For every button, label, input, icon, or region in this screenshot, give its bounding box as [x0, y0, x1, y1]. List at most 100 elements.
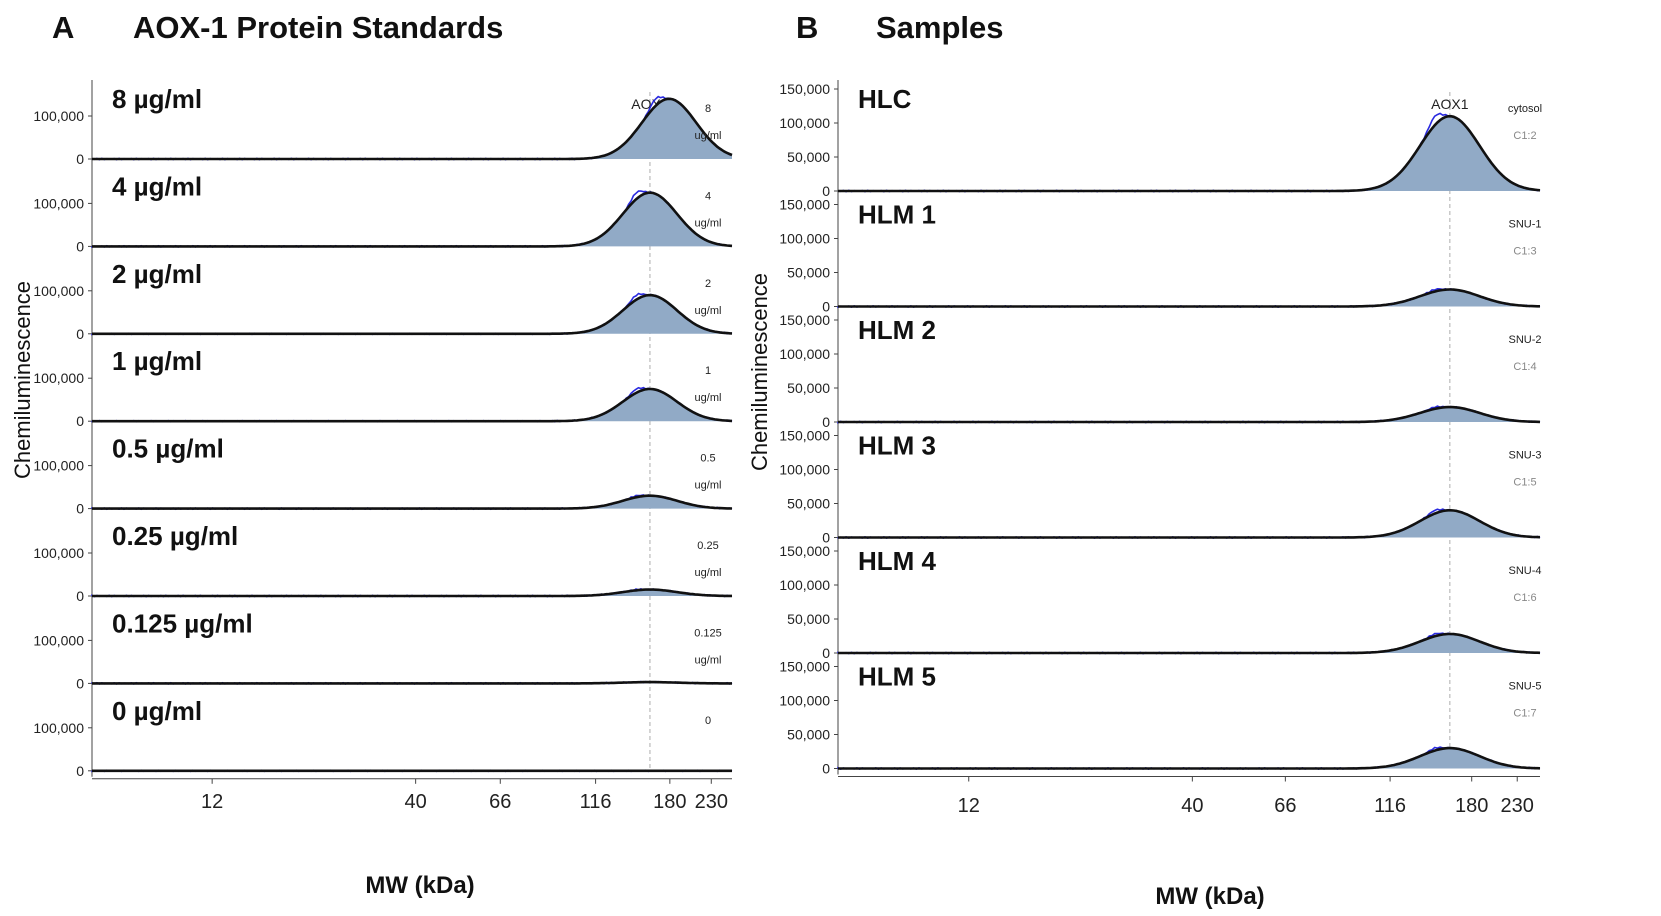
peak-area — [92, 495, 732, 509]
lane-label: 0 µg/ml — [112, 696, 202, 726]
y-tick-label: 100,000 — [33, 370, 84, 386]
panel-b-letter: B — [796, 10, 818, 45]
x-tick-label: 66 — [489, 791, 511, 813]
lane-label: 0.25 µg/ml — [112, 521, 238, 551]
y-tick-label: 50,000 — [787, 380, 830, 396]
y-tick-label: 50,000 — [787, 265, 830, 281]
lane-tag: 0.25 — [697, 540, 718, 552]
lane-tag: SNU-5 — [1508, 681, 1541, 693]
lane-tag: C1:5 — [1513, 477, 1536, 489]
lane-tag: ug/ml — [695, 392, 722, 404]
fit-trace — [838, 288, 1540, 308]
x-tick-label: 40 — [405, 791, 427, 813]
lane-tag: SNU-3 — [1508, 450, 1541, 462]
y-tick-label: 100,000 — [779, 115, 830, 131]
lane-5: 100,000 0 0.25 µg/ml 0.25 ug/ml — [33, 521, 733, 604]
y-tick-label: 0 — [76, 326, 84, 342]
lane-tag: C1:4 — [1513, 361, 1536, 373]
y-tick-label: 100,000 — [33, 632, 84, 648]
x-tick-label: 116 — [580, 791, 612, 813]
peak-area — [838, 510, 1540, 538]
x-axis: 12 40 66 116 180 230 — [92, 778, 732, 813]
lane-label: HLM 2 — [858, 315, 936, 345]
y-tick-label: 100,000 — [33, 195, 84, 211]
y-tick-label: 150,000 — [779, 81, 830, 97]
lane-label: HLM 3 — [858, 431, 936, 461]
y-tick-label: 100,000 — [33, 720, 84, 736]
lane-tag: C1:7 — [1513, 708, 1536, 720]
fit-trace — [92, 588, 732, 598]
peak-area — [838, 634, 1540, 653]
y-tick-label: 0 — [76, 413, 84, 429]
y-tick-label: 50,000 — [787, 149, 830, 165]
panel-b-ylabel: Chemiluminescence — [747, 273, 772, 471]
peak-area — [838, 289, 1540, 307]
y-tick-label: 100,000 — [779, 231, 830, 247]
y-tick-label: 0 — [822, 299, 830, 315]
lane-tag: C1:6 — [1513, 592, 1536, 604]
y-tick-label: 150,000 — [779, 312, 830, 328]
y-tick-label: 0 — [76, 763, 84, 779]
x-tick-label: 12 — [201, 791, 223, 813]
lane-0: 150,000 100,000 50,000 0 HLC cytosol C1:2 — [779, 81, 1542, 199]
fit-trace — [92, 293, 733, 336]
fit-trace — [838, 632, 1541, 655]
y-tick-label: 50,000 — [787, 611, 830, 627]
lane-tag: ug/ml — [695, 130, 722, 142]
x-tick-label: 230 — [695, 791, 728, 813]
y-tick-label: 100,000 — [33, 108, 84, 124]
y-tick-label: 150,000 — [779, 197, 830, 213]
fit-trace — [92, 97, 733, 161]
y-tick-label: 100,000 — [779, 346, 830, 362]
lane-4: 150,000 100,000 50,000 0 HLM 4 SNU-4 C1:6 — [779, 543, 1541, 661]
x-tick-label: 180 — [1455, 795, 1488, 817]
lane-tag: C1:2 — [1513, 130, 1536, 142]
lane-tag: ug/ml — [695, 480, 722, 492]
lane-3: 150,000 100,000 50,000 0 HLM 3 SNU-3 C1:5 — [779, 428, 1541, 546]
lane-tag: 0.5 — [700, 453, 715, 465]
lane-label: 8 µg/ml — [112, 84, 202, 114]
y-tick-label: 100,000 — [779, 577, 830, 593]
lane-tag: cytosol — [1508, 103, 1542, 115]
lane-label: 2 µg/ml — [112, 259, 202, 289]
lane-3: 100,000 0 1 µg/ml 1 ug/ml — [33, 346, 733, 429]
x-tick-label: 66 — [1274, 795, 1296, 817]
lane-1: 100,000 0 4 µg/ml 4 ug/ml — [33, 171, 733, 254]
fit-trace — [92, 191, 733, 248]
lane-tag: C1:3 — [1513, 246, 1536, 258]
x-tick-label: 116 — [1374, 795, 1406, 817]
panel-a-xlabel: MW (kDa) — [365, 872, 474, 899]
lane-tag: SNU-2 — [1508, 334, 1541, 346]
lane-tag: 4 — [705, 190, 711, 202]
lane-6: 100,000 0 0.125 µg/ml 0.125 ug/ml — [33, 608, 733, 691]
x-axis: 12 40 66 116 180 230 — [838, 776, 1540, 817]
lane-tag: SNU-4 — [1508, 565, 1541, 577]
peak-area — [92, 192, 732, 247]
x-tick-label: 40 — [1181, 795, 1203, 817]
lane-label: HLM 5 — [858, 662, 936, 692]
lane-5: 150,000 100,000 50,000 0 HLM 5 SNU-5 C1:7 — [779, 659, 1541, 777]
fit-trace — [92, 494, 733, 510]
lane-tag: ug/ml — [695, 654, 722, 666]
peak-area — [838, 116, 1540, 191]
lane-tag: ug/ml — [695, 567, 722, 579]
fit-trace — [838, 746, 1541, 770]
y-tick-label: 0 — [76, 238, 84, 254]
lane-label: HLM 1 — [858, 200, 936, 230]
lane-label: 0.125 µg/ml — [112, 608, 253, 638]
peak-area — [92, 589, 732, 596]
y-tick-label: 0 — [76, 501, 84, 517]
lane-tag: 0.125 — [694, 627, 722, 639]
y-tick-label: 50,000 — [787, 727, 830, 743]
peak-area — [92, 98, 732, 159]
lane-label: HLC — [858, 84, 912, 114]
panel-a-title: AOX-1 Protein Standards — [133, 10, 503, 45]
y-tick-label: 150,000 — [779, 543, 830, 559]
fit-trace — [838, 114, 1541, 193]
y-tick-label: 0 — [76, 588, 84, 604]
y-tick-label: 0 — [76, 151, 84, 167]
y-tick-label: 0 — [822, 761, 830, 777]
y-tick-label: 100,000 — [33, 283, 84, 299]
